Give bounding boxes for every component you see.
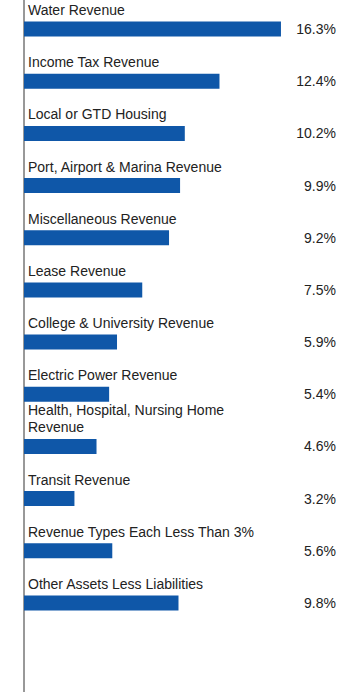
svg-text:Electric Power Revenue: Electric Power Revenue bbox=[28, 367, 178, 383]
svg-text:Transit Revenue: Transit Revenue bbox=[28, 472, 130, 488]
svg-text:5.9%: 5.9% bbox=[304, 334, 336, 350]
svg-text:Port, Airport & Marina Revenue: Port, Airport & Marina Revenue bbox=[28, 159, 222, 175]
svg-text:4.6%: 4.6% bbox=[304, 438, 336, 454]
svg-text:5.4%: 5.4% bbox=[304, 386, 336, 402]
svg-text:10.2%: 10.2% bbox=[296, 125, 336, 141]
svg-text:Local or GTD Housing: Local or GTD Housing bbox=[28, 106, 167, 122]
svg-text:Other Assets Less Liabilities: Other Assets Less Liabilities bbox=[28, 576, 203, 592]
svg-text:9.8%: 9.8% bbox=[304, 595, 336, 611]
svg-text:Income Tax Revenue: Income Tax Revenue bbox=[28, 54, 159, 70]
svg-text:College & University Revenue: College & University Revenue bbox=[28, 315, 214, 331]
svg-text:Lease Revenue: Lease Revenue bbox=[28, 263, 126, 279]
svg-text:Revenue: Revenue bbox=[28, 419, 84, 435]
svg-text:7.5%: 7.5% bbox=[304, 282, 336, 298]
svg-text:3.2%: 3.2% bbox=[304, 491, 336, 507]
svg-text:5.6%: 5.6% bbox=[304, 543, 336, 559]
svg-text:Water Revenue: Water Revenue bbox=[28, 2, 125, 18]
svg-text:12.4%: 12.4% bbox=[296, 73, 336, 89]
svg-text:9.9%: 9.9% bbox=[304, 178, 336, 194]
svg-text:Health, Hospital, Nursing Home: Health, Hospital, Nursing Home bbox=[28, 402, 228, 418]
svg-text:Miscellaneous Revenue: Miscellaneous Revenue bbox=[28, 211, 177, 227]
svg-text:9.2%: 9.2% bbox=[304, 230, 336, 246]
svg-text:16.3%: 16.3% bbox=[296, 21, 336, 37]
svg-text:Revenue Types Each Less Than 3: Revenue Types Each Less Than 3% bbox=[28, 524, 254, 540]
